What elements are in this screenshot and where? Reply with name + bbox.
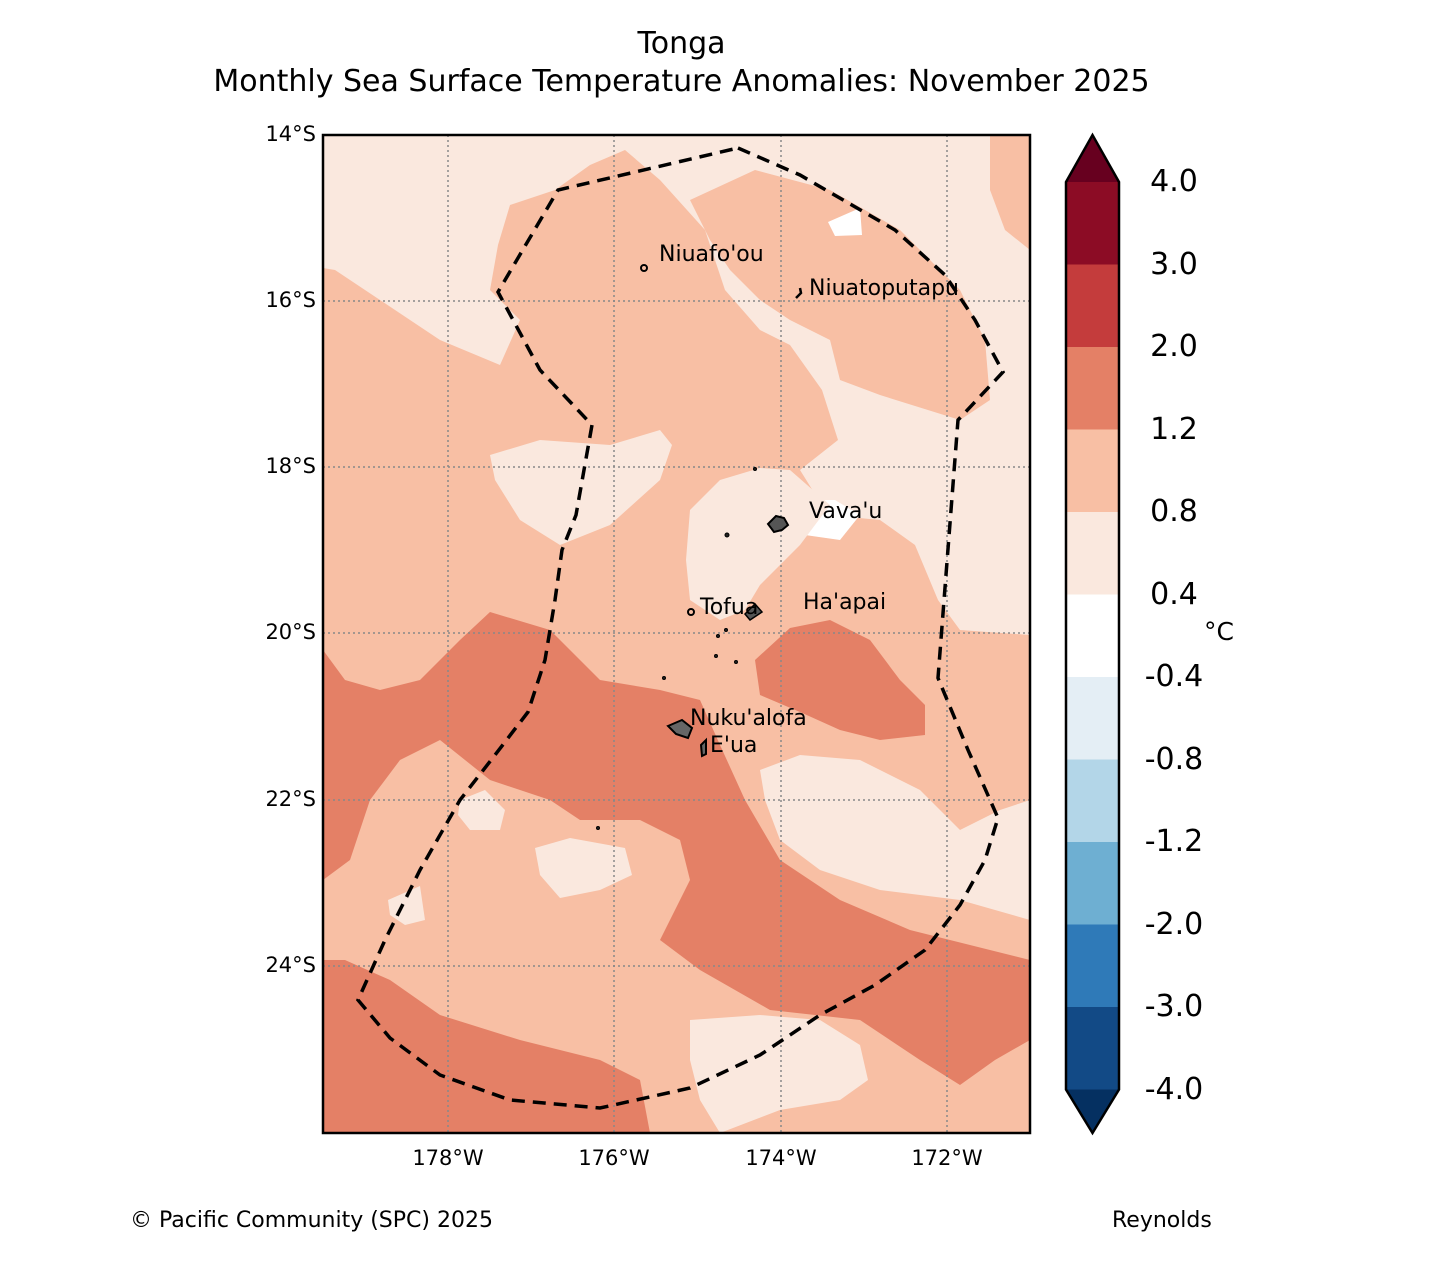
colorbar-cell: [1066, 264, 1119, 348]
place-label-nukualofa: Nuku'alofa: [690, 706, 807, 731]
colorbar-cell: [1066, 924, 1119, 1008]
island-tofua: [687, 608, 695, 616]
lon-label: 178°W: [412, 1146, 484, 1170]
islet: [724, 532, 730, 538]
colorbar-cell: [1066, 759, 1119, 843]
island-eua: [699, 737, 707, 758]
colorbar-unit: °C: [1204, 617, 1234, 646]
map-subtitle: Monthly Sea Surface Temperature Anomalie…: [213, 64, 1150, 99]
islet: [724, 628, 728, 632]
colorbar-outline: [1064, 132, 1121, 1136]
colorbar-tick-label: 3.0: [1150, 247, 1198, 282]
island-haapai-group: [743, 602, 764, 621]
lat-label: 18°S: [265, 454, 316, 478]
colorbar-cell: [1066, 347, 1119, 430]
islet: [753, 467, 757, 471]
lat-label: 22°S: [265, 787, 316, 811]
map-frame: [321, 133, 1032, 1135]
colorbar-cell: [1066, 842, 1119, 925]
lon-label: 174°W: [745, 1146, 817, 1170]
place-label-haapai: Ha'apai: [803, 590, 887, 615]
colorbar-extend-min: [1066, 1089, 1119, 1133]
island-niuafoou: [640, 264, 648, 272]
island-niuatoputapu: [795, 287, 803, 299]
lat-label: 16°S: [265, 288, 316, 312]
islands: [596, 264, 803, 830]
island-vavau: [766, 514, 790, 534]
colorbar-tick-label: 0.8: [1150, 494, 1198, 529]
colorbar-tick-label: 1.2: [1150, 412, 1198, 447]
data-source: Reynolds: [1112, 1208, 1212, 1233]
place-label-niuatoputapu: Niuatoputapu: [809, 276, 960, 301]
colorbar-cell: [1066, 512, 1119, 595]
islet: [714, 654, 718, 658]
colorbar-tick-label: 4.0: [1150, 164, 1198, 199]
anomaly-band-1.2-2.0: [323, 960, 650, 1133]
colorbar-cell: [1066, 594, 1119, 678]
anomaly-band-near-zero: [828, 208, 862, 236]
colorbar-cell: [1066, 429, 1119, 513]
place-label-tofua: Tofua: [700, 595, 759, 620]
graticule: [323, 135, 1030, 1133]
colorbar-cell: [1066, 1007, 1119, 1090]
anomaly-band-0.4-0.8: [686, 468, 830, 620]
islet: [662, 676, 666, 680]
lon-label: 176°W: [578, 1146, 650, 1170]
lat-label: 14°S: [265, 122, 316, 146]
place-label-eua: E'ua: [710, 733, 758, 758]
island-tongatapu: [666, 718, 694, 740]
lat-label: 24°S: [265, 953, 316, 977]
eez-boundary: [355, 146, 1006, 1110]
islet: [716, 634, 720, 638]
place-label-niuafoou: Niuafo'ou: [659, 242, 764, 267]
colorbar-tick-label: -0.4: [1144, 659, 1204, 694]
colorbar-cell: [1066, 182, 1119, 265]
colorbar: [1064, 132, 1121, 1136]
anomaly-band-0.4-0.8: [690, 1015, 868, 1133]
colorbar-tick-label: 0.4: [1150, 577, 1198, 612]
anomaly-band-0.8-1.2: [990, 135, 1030, 250]
islet: [596, 826, 600, 830]
lat-label: 20°S: [265, 620, 316, 644]
map-title: Tonga: [637, 26, 726, 61]
place-label-vavau: Vava'u: [809, 499, 883, 524]
anomaly-band-0.8-1.2: [690, 170, 990, 420]
colorbar-tick-label: -2.0: [1144, 907, 1204, 942]
lon-label: 172°W: [911, 1146, 983, 1170]
anomaly-band-1.2-2.0: [755, 620, 925, 740]
anomaly-band-0.4-0.8: [760, 755, 1030, 920]
islet: [734, 660, 738, 664]
colorbar-tick-label: 2.0: [1150, 329, 1198, 364]
colorbar-cell: [1066, 677, 1119, 760]
copyright-credit: © Pacific Community (SPC) 2025: [130, 1208, 493, 1233]
colorbar-tick-label: -4.0: [1144, 1072, 1204, 1107]
anomaly-band-0.4-0.8: [535, 838, 632, 898]
colorbar-tick-label: -1.2: [1144, 824, 1204, 859]
colorbar-tick-label: -3.0: [1144, 989, 1204, 1024]
colorbar-extend-max: [1066, 135, 1119, 182]
colorbar-tick-label: -0.8: [1144, 742, 1204, 777]
